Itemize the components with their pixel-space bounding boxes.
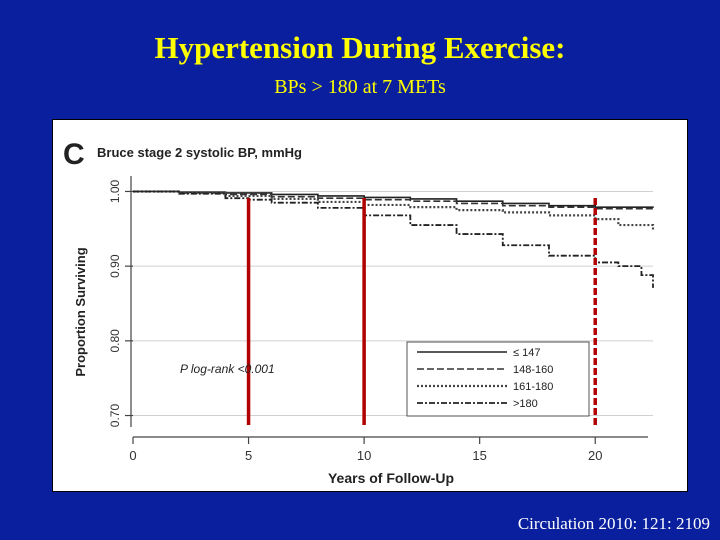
- y-tick-label: 0.90: [108, 254, 122, 278]
- survival-chart: C Bruce stage 2 systolic BP, mmHg Propor…: [63, 138, 655, 486]
- marker-lines: [246, 198, 597, 425]
- x-tick-label: 20: [588, 448, 602, 463]
- y-tick-label: 0.70: [108, 404, 122, 428]
- figure-frame: C Bruce stage 2 systolic BP, mmHg Propor…: [52, 119, 688, 492]
- panel-label: C: [63, 138, 85, 171]
- slide-title: Hypertension During Exercise:: [154, 30, 566, 65]
- axes: 1.00 0.90 0.80 0.70 0 5 10 15 20: [108, 176, 648, 463]
- citation: Circulation 2010: 121: 2109: [517, 514, 710, 533]
- legend-label: >180: [513, 398, 538, 410]
- x-tick-label: 0: [129, 448, 136, 463]
- legend-label: ≤ 147: [513, 347, 540, 359]
- x-tick-label: 15: [472, 448, 486, 463]
- x-axis-label: Years of Follow-Up: [328, 470, 454, 486]
- x-tick-label: 10: [357, 448, 371, 463]
- series-lines: [133, 190, 655, 288]
- log-rank-annotation: P log-rank <0.001: [180, 362, 275, 376]
- y-tick-label: 1.00: [108, 179, 122, 203]
- y-axis-label: Proportion Surviving: [73, 247, 88, 376]
- y-tick-label: 0.80: [108, 329, 122, 353]
- chart-title: Bruce stage 2 systolic BP, mmHg: [97, 145, 302, 160]
- x-tick-label: 5: [245, 448, 252, 463]
- slide-subtitle: BPs > 180 at 7 METs: [274, 76, 446, 98]
- legend-box: [406, 341, 590, 417]
- legend-label: 148-160: [513, 364, 553, 376]
- series-line-4: [133, 190, 654, 288]
- legend: ≤ 147 148-160 161-180 >180: [406, 341, 590, 417]
- legend-label: 161-180: [513, 381, 553, 393]
